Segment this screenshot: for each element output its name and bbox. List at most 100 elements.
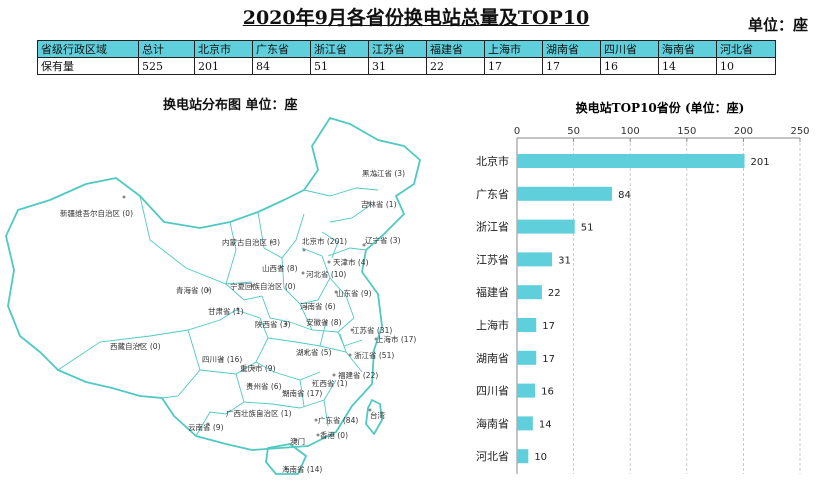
data-cell: 17: [484, 57, 543, 75]
map-hainan: [265, 443, 307, 475]
header-cell: 河北省: [716, 40, 776, 58]
map-label: 吉林省 (1): [361, 199, 397, 209]
map-label: 福建省 (22): [338, 370, 378, 380]
y-tick-label: 湖南省: [476, 352, 509, 365]
data-label: 31: [558, 255, 571, 266]
map-border: [319, 321, 347, 353]
map-label: 海南省 (14): [282, 464, 322, 474]
map-label: 重庆市 (9): [240, 363, 276, 373]
data-label: 51: [581, 223, 594, 234]
header-cell: 江苏省: [368, 40, 427, 58]
header-cell: 总计: [138, 40, 195, 58]
map-label: 河南省 (6): [300, 301, 336, 311]
summary-table: 省级行政区域 总计 北京市 广东省 浙江省 江苏省 福建省 上海市 湖南省 四川…: [37, 40, 776, 75]
data-cell: 84: [252, 57, 311, 75]
unit-label: 单位：座: [747, 16, 808, 34]
map-title: 换电站分布图 单位：座: [163, 98, 298, 113]
bar: [517, 383, 536, 398]
map-label: 江苏省 (31): [352, 325, 392, 335]
y-tick-label: 四川省: [476, 385, 509, 398]
header-cell: 省级行政区域: [37, 40, 139, 58]
map-label: 江西省 (1): [312, 378, 348, 388]
data-cell: 22: [426, 57, 485, 75]
bar: [517, 449, 529, 464]
map-border: [299, 277, 355, 333]
map-border: [243, 379, 337, 409]
y-tick-label: 河北省: [476, 450, 509, 463]
map-label: 湖南省 (17): [282, 388, 322, 398]
header-cell: 广东省: [252, 40, 311, 58]
map-border: [303, 187, 379, 197]
map-label: 山东省 (9): [336, 288, 372, 298]
map-outline: [5, 117, 421, 451]
x-tick-label: 250: [790, 126, 809, 137]
map-label: 山西省 (8): [262, 263, 298, 273]
data-label: 22: [548, 288, 561, 299]
china-map: 黑龙江省 (3) 吉林省 (1) 新疆维吾尔自治区 (0) 内蒙古自治区 (3)…: [5, 117, 421, 475]
bar: [517, 350, 537, 365]
bar: [517, 252, 553, 267]
map-label: 天津市 (4): [333, 257, 369, 267]
page-title: 2020年9月各省份换电站总量及TOP10: [242, 7, 590, 29]
map-label: 辽宁省 (3): [365, 235, 401, 245]
x-tick-label: 50: [567, 126, 580, 137]
data-cell: 保有量: [37, 57, 139, 75]
data-cell: 10: [716, 57, 776, 75]
map-label: 湖北省 (5): [296, 347, 332, 357]
data-cell: 16: [600, 57, 659, 75]
map-border: [281, 247, 331, 305]
data-cell: 31: [368, 57, 427, 75]
data-label: 10: [534, 452, 547, 463]
bar: [517, 416, 533, 431]
bar: [517, 186, 613, 201]
map-label: 安徽省 (8): [306, 317, 342, 327]
map-label: 上海市 (17): [376, 334, 416, 344]
map-border: [195, 373, 245, 437]
data-label: 84: [618, 190, 631, 201]
map-border: [257, 211, 305, 259]
y-tick-label: 北京市: [476, 154, 509, 168]
bar: [517, 219, 575, 234]
map-taiwan: [365, 399, 383, 435]
y-tick-label: 福建省: [476, 285, 509, 299]
header-cell: 福建省: [426, 40, 485, 58]
data-label: 17: [542, 354, 555, 365]
map-border: [299, 379, 329, 427]
map-label: 香港 (0): [320, 430, 348, 440]
map-label: 河北省 (10): [306, 269, 346, 279]
chart-title: 换电站TOP10省份 (单位：座): [576, 100, 745, 115]
map-label: 黑龙江省 (3): [362, 168, 405, 178]
header-cell: 上海市: [484, 40, 543, 58]
bar: [517, 285, 542, 300]
map-label: 北京市 (201): [302, 236, 347, 246]
y-tick-label: 海南省: [476, 416, 509, 430]
header-cell: 北京市: [194, 40, 253, 58]
header-cell: 四川省: [600, 40, 659, 58]
map-label: 贵州省 (6): [246, 381, 282, 391]
map-border: [161, 329, 201, 399]
header-cell: 海南省: [658, 40, 717, 58]
map-border: [57, 319, 221, 371]
summary-header-row: 省级行政区域 总计 北京市 广东省 浙江省 江苏省 福建省 上海市 湖南省 四川…: [37, 40, 776, 58]
map-border: [327, 203, 373, 257]
x-tick-label: 100: [621, 126, 640, 137]
map-label: 陕西省 (3): [255, 319, 291, 329]
data-label: 16: [541, 387, 554, 398]
data-label: 201: [751, 157, 770, 168]
map-label: 广西壮族自治区 (1): [226, 408, 292, 418]
y-tick-label: 江苏省: [476, 253, 509, 266]
y-tick-label: 上海市: [476, 318, 509, 332]
data-cell: 201: [194, 57, 253, 75]
data-cell: 525: [138, 57, 195, 75]
data-cell: 51: [310, 57, 369, 75]
x-tick-label: 150: [677, 126, 696, 137]
data-cell: 14: [658, 57, 717, 75]
y-tick-label: 浙江省: [476, 221, 509, 234]
map-label: 四川省 (16): [202, 354, 242, 364]
x-tick-label: 0: [514, 126, 520, 137]
map-label: 内蒙古自治区 (3): [222, 237, 280, 247]
bar-chart: 换电站TOP10省份 (单位：座) 0 50 100 150 200 250 北京市 201…: [476, 100, 810, 474]
header-cell: 湖南省: [542, 40, 601, 58]
map-label: 宁夏回族自治区 (0): [230, 281, 296, 291]
data-label: 14: [539, 419, 552, 430]
